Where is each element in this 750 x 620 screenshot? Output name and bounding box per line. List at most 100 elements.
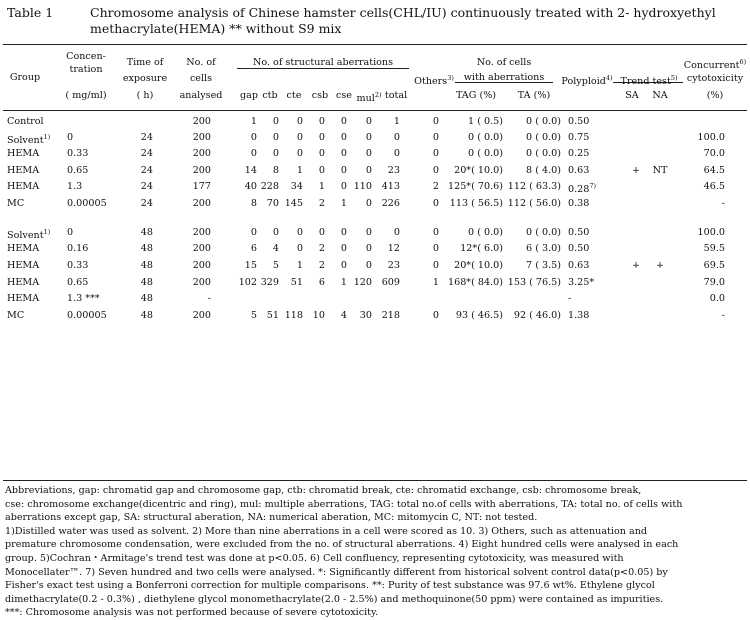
- cell-mul-value: 0: [365, 198, 372, 209]
- cell-gap-value: 5: [250, 310, 257, 321]
- cell-cells-value: 200: [192, 198, 211, 209]
- cell-cyto: 46.5: [685, 180, 725, 193]
- cell-gap: 1: [235, 115, 257, 128]
- cell-cse-value: 0: [340, 132, 347, 143]
- cell-cyto-value: 0.0: [709, 293, 725, 304]
- cell-others-value: 2: [432, 181, 439, 192]
- cell-others-value: 0: [432, 227, 439, 238]
- cell-cyto: 100.0: [685, 131, 725, 144]
- header-others-label: Others: [414, 76, 448, 88]
- cell-cse-value: 0: [340, 260, 347, 271]
- cell-csb-value: 0: [318, 116, 325, 127]
- cell-cells: 200: [181, 164, 211, 177]
- header-others: Others3): [410, 72, 458, 88]
- cell-cells: -: [181, 292, 211, 305]
- cell-cyto: 64.5: [685, 164, 725, 177]
- cell-cells: 200: [181, 197, 211, 210]
- cell-group: HEMA: [7, 259, 59, 272]
- cell-conc-value: 0: [67, 132, 74, 143]
- cell-sa-value: +: [631, 260, 641, 271]
- header-polyploid-sup: 4): [605, 74, 613, 82]
- cell-others-value: 0: [432, 198, 439, 209]
- header-polyploid: Polyploid4): [559, 72, 615, 88]
- cell-cte: 34: [279, 180, 303, 193]
- cell-poly: 0.25: [568, 147, 616, 160]
- cell-time: 48: [123, 259, 153, 272]
- structural-rule: [237, 68, 409, 69]
- cell-ctb: 5: [257, 259, 279, 272]
- header-cte: cte: [286, 90, 302, 101]
- header-nocells-2: with aberrations: [463, 72, 545, 83]
- cell-cyto: 70.0: [685, 147, 725, 160]
- cell-csb: 2: [303, 259, 325, 272]
- header-structural: No. of structural aberrations: [252, 57, 394, 68]
- cell-others: 0: [419, 164, 439, 177]
- cell-cte-value: 0: [296, 227, 303, 238]
- cell-cte-value: 34: [290, 181, 303, 192]
- cell-total-value: 218: [381, 310, 400, 321]
- cell-conc: 0.33: [67, 147, 119, 160]
- cell-poly: 0.63: [568, 164, 616, 177]
- header-cells-2: cells: [189, 73, 213, 84]
- cell-mul-value: 110: [353, 181, 372, 192]
- cell-ctb: 4: [257, 242, 279, 255]
- cell-ta: 153 ( 76.5): [503, 276, 561, 289]
- cell-csb-value: 10: [312, 310, 325, 321]
- cell-group-value: HEMA: [7, 165, 40, 176]
- cell-mul: 0: [348, 164, 372, 177]
- header-cells-1: No. of: [186, 57, 216, 68]
- cell-ta: 0 ( 0.0): [503, 131, 561, 144]
- cell-cells: 200: [181, 309, 211, 322]
- cell-group-value: HEMA: [7, 260, 40, 271]
- cell-others-value: 1: [432, 277, 439, 288]
- cell-poly-sup: 7): [589, 182, 597, 190]
- cell-conc: 0: [67, 226, 119, 239]
- header-sa: SA: [625, 90, 639, 101]
- header-cells-3: analysed: [179, 90, 223, 101]
- cell-cyto: 79.0: [685, 276, 725, 289]
- cell-conc-value: 0.33: [67, 260, 89, 271]
- header-concurrent-3: (%): [706, 90, 724, 101]
- cell-tag: 0 ( 0.0): [441, 131, 503, 144]
- cell-cells-value: 200: [192, 277, 211, 288]
- cell-cte-value: 0: [296, 148, 303, 159]
- cell-others: 0: [419, 147, 439, 160]
- cell-cells-value: 177: [192, 181, 211, 192]
- footnote-line: cse: chromosome exchange(dicentric and r…: [5, 498, 683, 510]
- cell-mul-value: 0: [365, 116, 372, 127]
- cell-others-value: 0: [432, 132, 439, 143]
- cell-poly-value: 1.38: [568, 310, 590, 321]
- cell-tag: 113 ( 56.5): [441, 197, 503, 210]
- cell-tag-value: 125*( 70.6): [447, 181, 503, 192]
- cell-cyto: -: [685, 197, 725, 210]
- cell-ctb-value: 228: [260, 181, 279, 192]
- header-na: NA: [652, 90, 668, 101]
- cell-conc: 0.16: [67, 242, 119, 255]
- cell-conc: 0: [67, 131, 119, 144]
- cell-ctb: 51: [257, 309, 279, 322]
- cell-csb-value: 2: [318, 243, 325, 254]
- cell-others-value: 0: [432, 116, 439, 127]
- cell-ctb: 70: [257, 197, 279, 210]
- cell-cse: 1: [325, 276, 347, 289]
- cell-ta-value: 0 ( 0.0): [526, 148, 561, 159]
- cell-conc: 0.00005: [67, 197, 119, 210]
- cell-time: 24: [123, 197, 153, 210]
- cell-total-value: 413: [381, 181, 400, 192]
- cell-cyto: -: [685, 309, 725, 322]
- cell-others: 0: [419, 309, 439, 322]
- cell-csb: 10: [303, 309, 325, 322]
- cell-gap-value: 14: [244, 165, 257, 176]
- cell-mul: 0: [348, 242, 372, 255]
- cell-total: 1: [374, 115, 400, 128]
- cell-cyto: 100.0: [685, 226, 725, 239]
- cell-gap: 0: [235, 147, 257, 160]
- cell-cse: 0: [325, 115, 347, 128]
- table-title-line2: methacrylate(HEMA) ** without S9 mix: [90, 21, 342, 36]
- cell-csb-value: 0: [318, 165, 325, 176]
- cell-poly-value: -: [568, 293, 572, 304]
- cell-group: HEMA: [7, 276, 59, 289]
- cell-conc: 0.33: [67, 259, 119, 272]
- cell-csb-value: 0: [318, 132, 325, 143]
- cell-cte: 1: [279, 259, 303, 272]
